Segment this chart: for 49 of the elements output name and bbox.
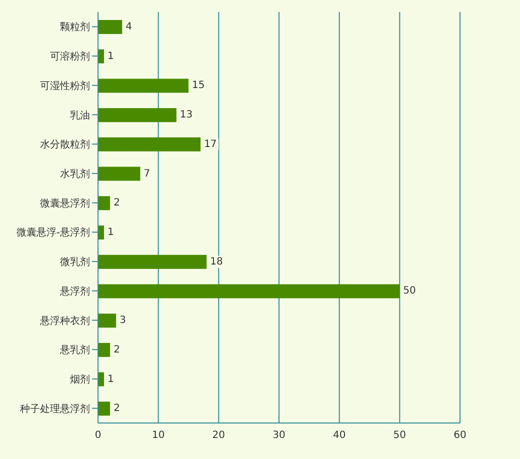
data-label: 1 xyxy=(108,227,114,238)
bar xyxy=(98,20,122,34)
data-label: 4 xyxy=(126,22,132,32)
y-tick-label: 微乳剂 xyxy=(60,256,90,268)
y-tick-label: 微囊悬浮-悬浮剂 xyxy=(16,226,90,239)
data-label: 2 xyxy=(114,344,120,356)
data-label: 2 xyxy=(114,403,120,414)
data-label: 15 xyxy=(192,80,205,92)
data-label: 1 xyxy=(108,50,114,62)
data-label: 2 xyxy=(114,198,120,209)
bar xyxy=(98,342,110,357)
bar xyxy=(98,137,201,152)
x-tick-label: 10 xyxy=(152,430,165,442)
x-tick-label: 0 xyxy=(94,430,102,442)
x-tick-label: 20 xyxy=(212,430,226,442)
bar xyxy=(98,226,104,240)
y-tick-label: 乳油 xyxy=(70,109,90,122)
data-label: 3 xyxy=(120,315,126,326)
bar xyxy=(98,166,140,181)
data-label: 1 xyxy=(108,374,114,385)
x-tick-label: 60 xyxy=(454,430,466,442)
x-tick-label: 50 xyxy=(393,430,406,442)
y-tick-label: 悬浮剂 xyxy=(59,285,90,298)
data-label: 17 xyxy=(204,138,217,150)
bar xyxy=(98,402,110,416)
data-label: 7 xyxy=(144,168,150,180)
bar xyxy=(98,78,188,93)
bar xyxy=(98,108,176,122)
data-label: 13 xyxy=(180,110,193,121)
data-label: 50 xyxy=(403,286,416,297)
y-tick-label: 烟剂 xyxy=(70,374,90,386)
y-tick-label: 水分散粒剂 xyxy=(40,138,90,151)
y-tick-label: 微囊悬浮剂 xyxy=(40,197,90,210)
y-tick-label: 悬浮种衣剂 xyxy=(39,314,90,327)
y-tick-label: 水乳剂 xyxy=(60,168,90,180)
bar xyxy=(98,314,116,328)
bar xyxy=(98,49,104,64)
x-tick-label: 30 xyxy=(272,430,286,442)
bar xyxy=(98,284,400,298)
y-tick-label: 颗粒剂 xyxy=(60,21,90,34)
bar xyxy=(98,196,110,210)
data-label: 18 xyxy=(210,256,223,268)
bar xyxy=(98,372,104,386)
x-tick-label: 40 xyxy=(332,430,346,442)
y-tick-label: 悬乳剂 xyxy=(59,344,90,356)
y-tick-label: 可溶粉剂 xyxy=(50,50,90,63)
bar xyxy=(98,254,207,269)
y-tick-label: 种子处理悬浮剂 xyxy=(20,402,90,415)
y-tick-label: 可湿性粉剂 xyxy=(40,80,90,92)
